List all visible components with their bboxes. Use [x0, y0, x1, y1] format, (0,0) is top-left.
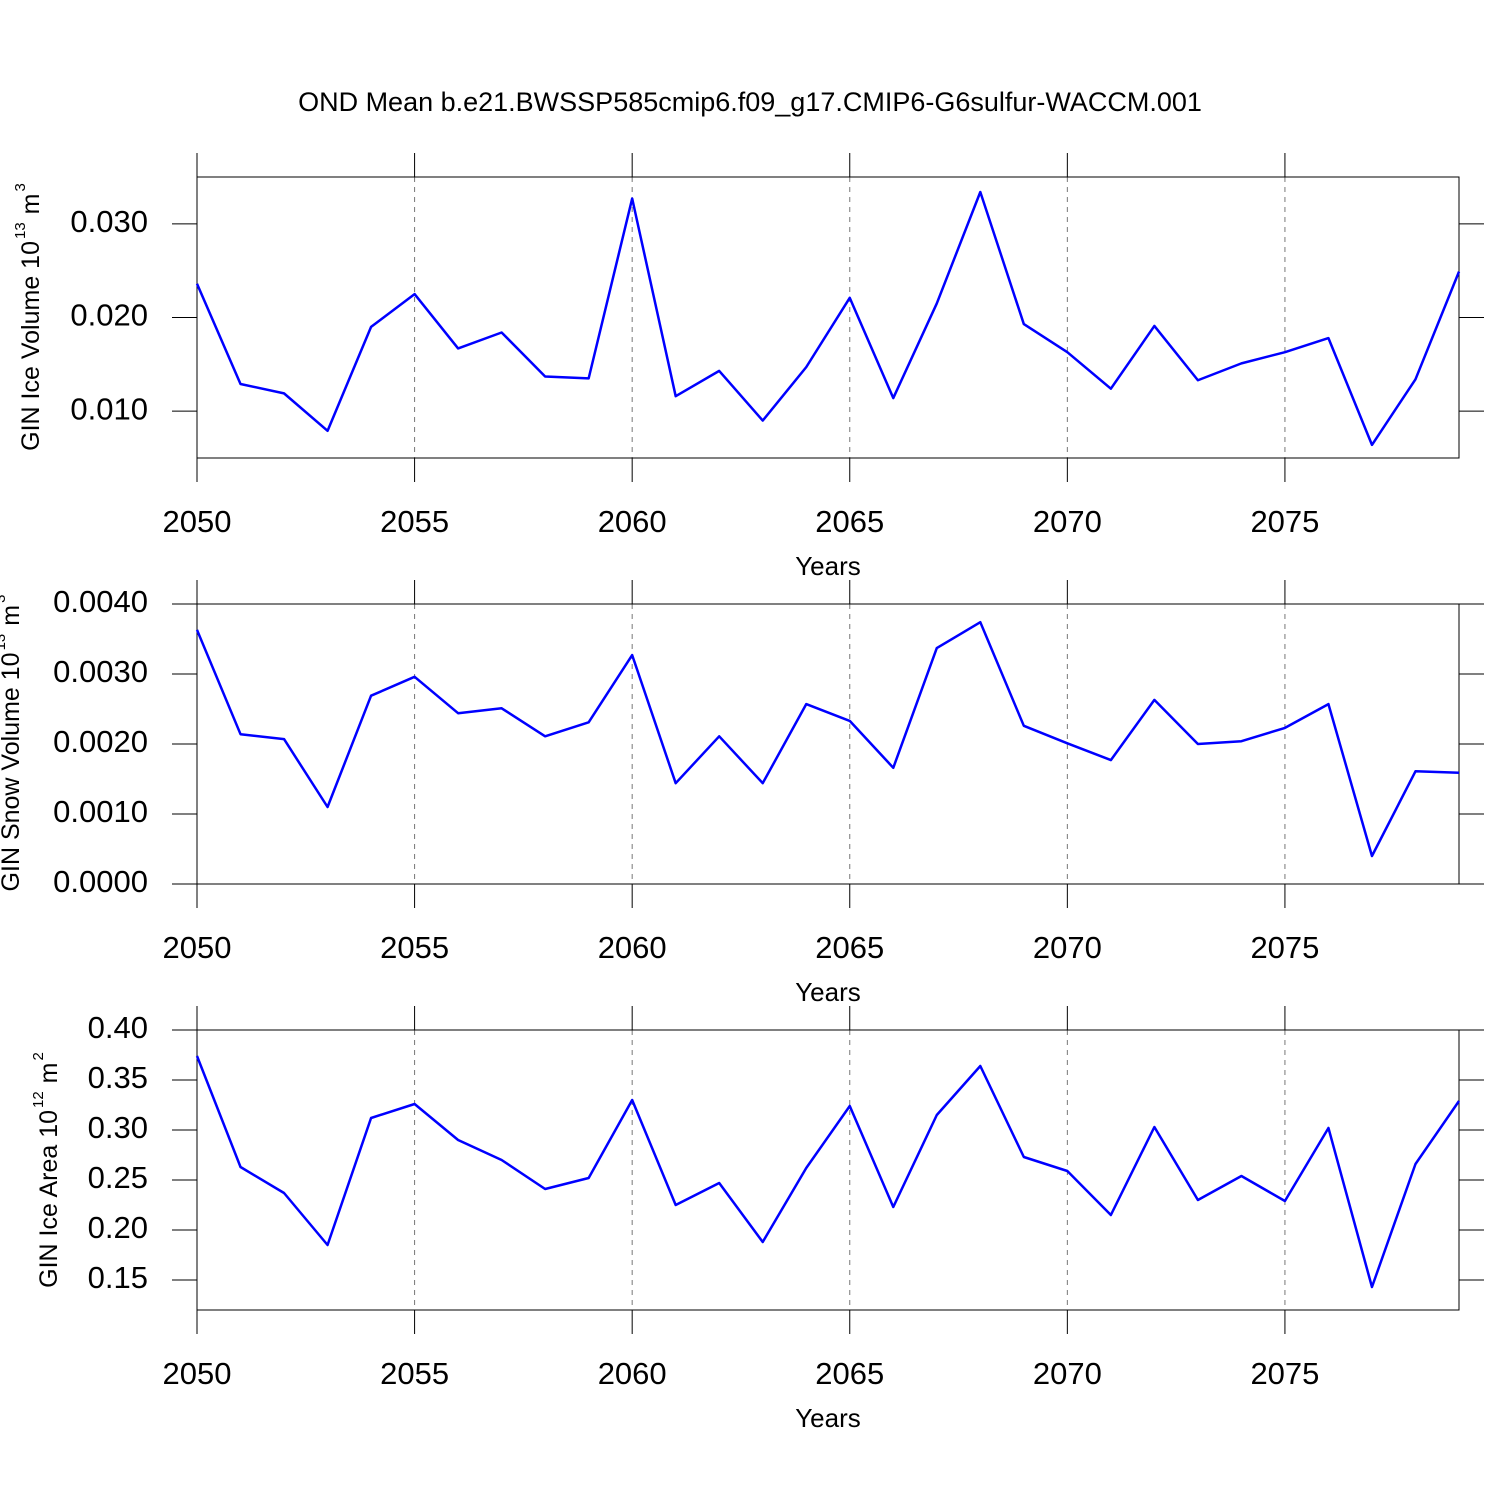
x-tick-label: 2065	[815, 930, 884, 965]
y-tick-label: 0.20	[88, 1210, 148, 1245]
x-axis-title: Years	[795, 977, 861, 1007]
plot-frame	[196, 1029, 1460, 1311]
y-axis-title-part: GIN Snow Volume 10	[0, 652, 25, 891]
y-tick-label: 0.010	[70, 391, 148, 426]
y-tick-label: 0.030	[70, 204, 148, 239]
y-tick-label: 0.0000	[53, 864, 148, 899]
x-tick-label: 2065	[815, 1356, 884, 1391]
data-line	[195, 190, 1461, 447]
y-tick-label: 0.15	[88, 1260, 148, 1295]
y-axis-title: GIN Ice Volume 10 13 m 3	[12, 183, 45, 451]
x-tick-label: 2070	[1033, 1356, 1102, 1391]
plot-frame	[196, 603, 1460, 885]
x-tick-label: 2075	[1250, 1356, 1319, 1391]
x-tick-label: 2060	[598, 930, 667, 965]
y-tick-label: 0.0010	[53, 794, 148, 829]
y-axis-title-part: m	[35, 1062, 63, 1083]
y-axis-title-part: 12	[30, 1091, 47, 1108]
x-tick-label: 2060	[598, 504, 667, 539]
y-axis-title-part: 13	[12, 222, 29, 239]
y-axis-title: GIN Snow Volume 1013 m 3	[0, 595, 25, 892]
x-tick-label: 2055	[380, 1356, 449, 1391]
figure-title: OND Mean b.e21.BWSSP585cmip6.f09_g17.CMI…	[298, 87, 1202, 117]
y-axis-title-part: GIN Ice Volume 10	[17, 241, 45, 451]
y-axis-title: GIN Ice Area 10 12 m 2	[30, 1052, 63, 1288]
y-axis-title-part: 13	[0, 634, 9, 651]
x-tick-label: 2055	[380, 930, 449, 965]
y-axis-title-part: m	[17, 194, 45, 215]
y-tick-label: 0.0020	[53, 724, 148, 759]
y-axis-title-part: GIN Ice Area 10	[35, 1110, 63, 1288]
x-tick-label: 2070	[1033, 930, 1102, 965]
y-tick-label: 0.35	[88, 1060, 148, 1095]
x-tick-label: 2060	[598, 1356, 667, 1391]
y-tick-label: 0.0040	[53, 584, 148, 619]
y-axis-title-part: m	[0, 605, 25, 626]
x-tick-label: 2050	[163, 504, 232, 539]
y-axis-title-part: 2	[30, 1052, 47, 1060]
x-tick-label: 2050	[163, 1356, 232, 1391]
x-tick-label: 2055	[380, 504, 449, 539]
data-line	[195, 620, 1460, 858]
x-tick-label: 2075	[1250, 504, 1319, 539]
y-axis-title-part: 3	[12, 183, 29, 191]
x-tick-label: 2065	[815, 504, 884, 539]
x-tick-label: 2070	[1033, 504, 1102, 539]
x-axis-title: Years	[795, 1403, 861, 1433]
data-line	[195, 1055, 1461, 1289]
x-axis-title: Years	[795, 551, 861, 581]
plot-frame	[196, 176, 1460, 459]
y-axis-title-part: 3	[0, 595, 9, 603]
y-tick-label: 0.30	[88, 1110, 148, 1145]
x-tick-label: 2075	[1250, 930, 1319, 965]
x-tick-label: 2050	[163, 930, 232, 965]
y-tick-label: 0.0030	[53, 654, 148, 689]
y-tick-label: 0.020	[70, 298, 148, 333]
y-tick-label: 0.25	[88, 1160, 148, 1195]
y-tick-label: 0.40	[88, 1010, 148, 1045]
